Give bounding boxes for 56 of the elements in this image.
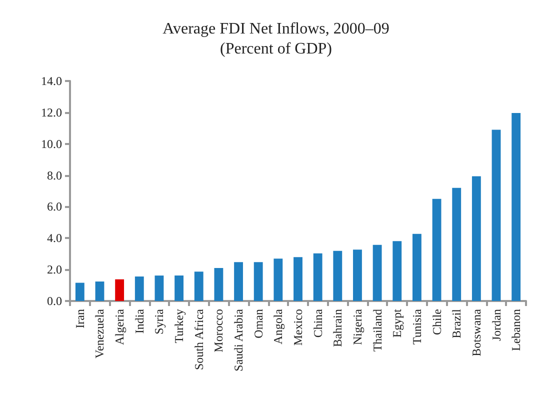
- x-tick-label: Saudi Arabia: [232, 308, 246, 372]
- chart-title: Average FDI Net Inflows, 2000–09: [162, 20, 390, 38]
- bar: [432, 198, 442, 301]
- x-tick-label: Venezuela: [92, 308, 107, 358]
- x-tick-label: Brazil: [450, 308, 464, 338]
- bar: [194, 272, 204, 301]
- x-tick-label: Angola: [271, 308, 286, 344]
- bar: [154, 276, 164, 301]
- x-tick-label: Algeria: [112, 308, 127, 345]
- x-tick-label: Turkey: [172, 309, 186, 344]
- x-tick-label: South Africa: [192, 308, 206, 370]
- y-tick-label: 8.0: [47, 168, 62, 182]
- x-tick-label: Morocco: [212, 309, 226, 352]
- x-tick-label: Jordan: [489, 309, 504, 341]
- bar: [254, 262, 263, 301]
- bar: [412, 234, 422, 301]
- bar: [134, 276, 144, 301]
- x-tick-label: Syria: [152, 308, 166, 334]
- x-tick-label: Mexico: [291, 309, 305, 346]
- chart-subtitle: (Percent of GDP): [220, 40, 332, 58]
- x-tick-label: Oman: [251, 309, 266, 338]
- bar: [174, 276, 184, 301]
- bar: [294, 257, 302, 301]
- x-tick-label: China: [310, 308, 325, 338]
- y-tick-label: 2.0: [47, 262, 62, 277]
- y-tick-label: 14.0: [41, 74, 62, 88]
- bar: [95, 282, 104, 301]
- bar: [274, 258, 283, 301]
- x-tick-label: Lebanon: [509, 309, 524, 351]
- x-tick-label: Thailand: [370, 309, 384, 352]
- bar: [313, 253, 322, 301]
- bar: [333, 250, 342, 301]
- x-tick-label: Tunisia: [410, 308, 424, 345]
- x-tick-label: Botswana: [469, 308, 484, 356]
- x-tick-label: Bahrain: [330, 309, 345, 347]
- x-tick-label: Egypt: [390, 308, 404, 338]
- y-tick-label: 6.0: [47, 200, 62, 214]
- bar: [353, 250, 362, 301]
- y-tick-label: 0.0: [47, 294, 62, 308]
- x-tick-label: India: [132, 308, 146, 334]
- bar: [234, 262, 243, 301]
- x-tick-label: Nigeria: [350, 308, 364, 345]
- bar: [115, 279, 124, 301]
- bar: [512, 113, 521, 301]
- bar: [75, 282, 84, 301]
- bar: [492, 130, 501, 301]
- y-tick-label: 4.0: [47, 231, 62, 246]
- y-tick-label: 10.0: [41, 136, 62, 151]
- bar: [214, 268, 224, 301]
- bar: [372, 244, 382, 301]
- bar: [452, 188, 462, 301]
- bar: [472, 176, 481, 301]
- x-tick-label: Iran: [72, 309, 87, 328]
- y-tick-label: 12.0: [41, 105, 62, 120]
- bar: [392, 241, 402, 301]
- x-tick-label: Chile: [430, 309, 444, 335]
